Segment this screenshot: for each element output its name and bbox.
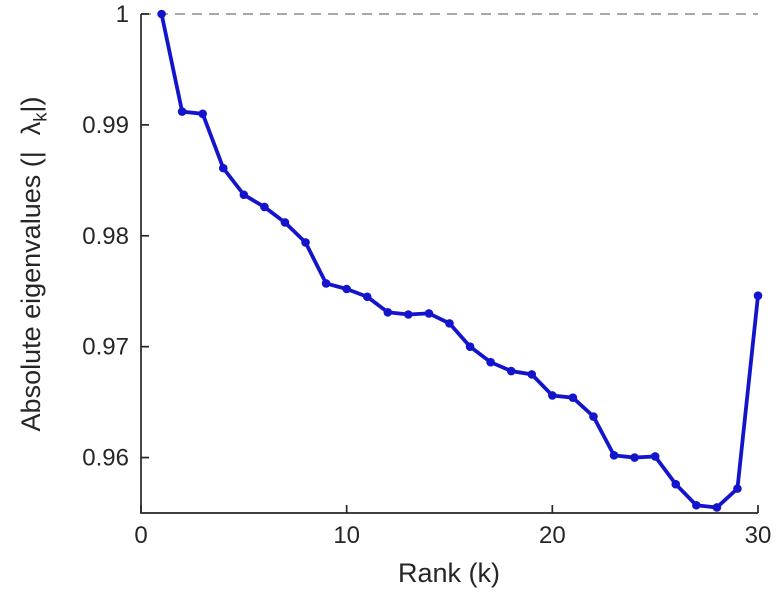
data-point	[506, 366, 516, 376]
data-point	[609, 451, 619, 460]
data-point	[671, 479, 681, 489]
axes-spines	[140, 14, 758, 514]
data-point	[362, 292, 372, 302]
data-point	[218, 163, 228, 173]
lambda-symbol-icon: λ	[16, 121, 46, 136]
y-tick-label: 1	[116, 1, 129, 28]
data-point	[568, 393, 578, 402]
y-axis-label-prefix: Absolute eigenvalues (|	[16, 151, 46, 432]
data-point	[260, 202, 269, 212]
data-point	[465, 342, 475, 351]
data-point	[342, 284, 351, 294]
data-point	[630, 453, 639, 462]
data-point	[383, 307, 393, 317]
data-point	[712, 503, 722, 512]
y-tick-label: 0.99	[82, 112, 129, 139]
y-axis-label: Absolute eigenvalues (| λk|)	[16, 97, 51, 432]
x-axis-label: Rank (k)	[397, 558, 501, 588]
data-point	[321, 279, 331, 288]
data-line	[159, 12, 760, 510]
y-axis-label-suffix: |)	[16, 96, 46, 113]
data-point	[301, 238, 310, 247]
data-point	[280, 218, 290, 227]
data-point	[548, 391, 557, 400]
y-tick-label: 0.97	[82, 334, 129, 361]
data-point	[157, 9, 166, 19]
data-point	[177, 107, 187, 116]
x-tick-label: 10	[333, 522, 360, 549]
data-point	[404, 310, 413, 319]
data-point	[198, 109, 207, 119]
y-tick-label: 0.96	[82, 445, 129, 472]
x-tick-label: 0	[134, 522, 147, 549]
x-tick-label: 30	[745, 522, 772, 549]
x-tick-label: 20	[539, 522, 566, 549]
data-point	[527, 370, 537, 379]
data-point	[650, 452, 660, 461]
data-point	[733, 484, 742, 493]
lambda-subscript: k	[29, 112, 51, 122]
data-point	[692, 500, 701, 510]
data-point	[486, 357, 495, 367]
data-point	[753, 291, 763, 300]
data-point	[239, 190, 249, 200]
data-point	[589, 412, 598, 421]
data-point	[445, 319, 454, 328]
y-tick-label: 0.98	[82, 223, 129, 250]
data-point	[424, 309, 434, 318]
